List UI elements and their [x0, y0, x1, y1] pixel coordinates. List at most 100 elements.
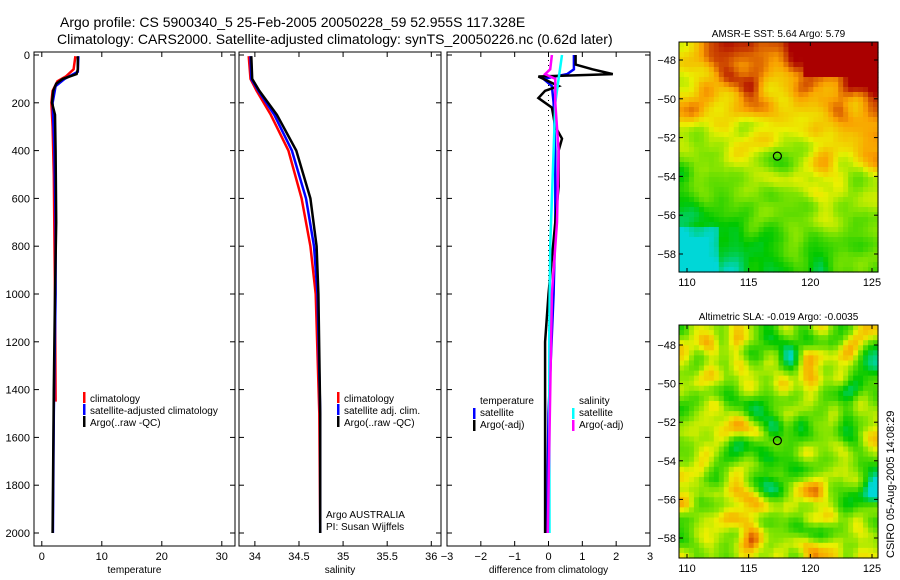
- heatmap-cell: [693, 72, 700, 78]
- heatmap-cell: [788, 436, 795, 443]
- heatmap-cell: [713, 242, 720, 248]
- heatmap-cell: [843, 137, 849, 143]
- heatmap-cell: [848, 142, 854, 148]
- heatmap-cell: [748, 380, 755, 387]
- heatmap-cell: [833, 365, 839, 372]
- argo-location-marker: [772, 151, 782, 161]
- heatmap-cell: [688, 257, 695, 263]
- heatmap-cell: [838, 552, 844, 559]
- heatmap-cell: [758, 267, 765, 273]
- heatmap-cell: [698, 537, 705, 544]
- heatmap-cell: [708, 350, 715, 356]
- heatmap-cell: [858, 502, 864, 508]
- heatmap-cell: [758, 406, 765, 412]
- heatmap-cell: [698, 52, 705, 58]
- heatmap-cell: [793, 517, 799, 524]
- heatmap-cell: [763, 197, 770, 203]
- heatmap-cell: [733, 487, 740, 493]
- heatmap-cell: [818, 360, 824, 367]
- heatmap-cell: [873, 52, 879, 58]
- heatmap-cell: [823, 217, 829, 223]
- heatmap-cell: [828, 325, 834, 331]
- heatmap-cell: [853, 192, 859, 198]
- heatmap-cell: [863, 370, 869, 377]
- heatmap-cell: [723, 242, 730, 248]
- heatmap-cell: [863, 262, 869, 268]
- heatmap-cell: [743, 512, 750, 519]
- heatmap-cell: [763, 502, 770, 508]
- heatmap-cell: [688, 375, 695, 382]
- heatmap-cell: [679, 267, 685, 273]
- heatmap-cell: [793, 212, 799, 218]
- heatmap-cell: [828, 350, 834, 356]
- heatmap-cell: [733, 257, 740, 263]
- heatmap-cell: [823, 507, 829, 514]
- heatmap-cell: [693, 212, 700, 218]
- heatmap-cell: [868, 107, 874, 113]
- x-tick-label: 34: [249, 551, 261, 563]
- heatmap-cell: [768, 542, 775, 549]
- heatmap-cell: [713, 212, 720, 218]
- heatmap-cell: [823, 197, 829, 203]
- heatmap-cell: [848, 390, 854, 397]
- heatmap-cell: [768, 227, 775, 233]
- heatmap-cell: [698, 335, 705, 341]
- heatmap-cell: [848, 416, 854, 422]
- heatmap-cell: [803, 522, 809, 529]
- heatmap-cell: [708, 482, 715, 488]
- heatmap-cell: [693, 345, 700, 351]
- heatmap-cell: [788, 147, 795, 153]
- heatmap-cell: [703, 537, 710, 544]
- heatmap-cell: [838, 42, 844, 48]
- heatmap-cell: [748, 406, 755, 412]
- heatmap-cell: [688, 395, 695, 402]
- heatmap-cell: [693, 390, 700, 397]
- heatmap-cell: [773, 522, 780, 529]
- heatmap-cell: [753, 227, 760, 233]
- heatmap-cell: [748, 177, 755, 183]
- heatmap-cell: [833, 262, 839, 268]
- heatmap-cell: [808, 132, 814, 138]
- heatmap-cell: [823, 247, 829, 253]
- heatmap-cell: [768, 330, 775, 336]
- heatmap-cell: [813, 162, 819, 168]
- heatmap-cell: [728, 441, 735, 448]
- heatmap-cell: [823, 487, 829, 493]
- heatmap-cell: [718, 267, 725, 273]
- heatmap-cell: [818, 132, 824, 138]
- heatmap-cell: [728, 72, 735, 78]
- heatmap-cell: [738, 400, 745, 407]
- heatmap-cell: [723, 330, 730, 336]
- heatmap-cell: [863, 257, 869, 263]
- heatmap-cell: [853, 92, 859, 98]
- heatmap-cell: [848, 335, 854, 341]
- heatmap-cell: [848, 542, 854, 549]
- heatmap-cell: [698, 112, 705, 118]
- heatmap-cell: [718, 87, 725, 93]
- heatmap-cell: [863, 451, 869, 458]
- heatmap-cell: [718, 360, 725, 367]
- heatmap-cell: [808, 380, 814, 387]
- heatmap-cell: [733, 87, 740, 93]
- heatmap-cell: [818, 242, 824, 248]
- heatmap-cell: [833, 441, 839, 448]
- heatmap-cell: [763, 227, 770, 233]
- heatmap-cell: [718, 137, 725, 143]
- heatmap-cell: [733, 232, 740, 238]
- heatmap-cell: [748, 547, 755, 554]
- heatmap-cell: [843, 82, 849, 88]
- heatmap-cell: [853, 390, 859, 397]
- heatmap-cell: [773, 375, 780, 382]
- heatmap-cell: [693, 132, 700, 138]
- heatmap-cell: [773, 252, 780, 258]
- heatmap-cell: [843, 471, 849, 478]
- heatmap-cell: [753, 42, 760, 48]
- heatmap-cell: [833, 390, 839, 397]
- heatmap-cell: [788, 57, 795, 63]
- heatmap-cell: [738, 390, 745, 397]
- heatmap-cell: [783, 431, 790, 438]
- heatmap-cell: [679, 385, 685, 392]
- heatmap-cell: [858, 97, 864, 103]
- heatmap-cell: [798, 431, 804, 438]
- heatmap-cell: [813, 142, 819, 148]
